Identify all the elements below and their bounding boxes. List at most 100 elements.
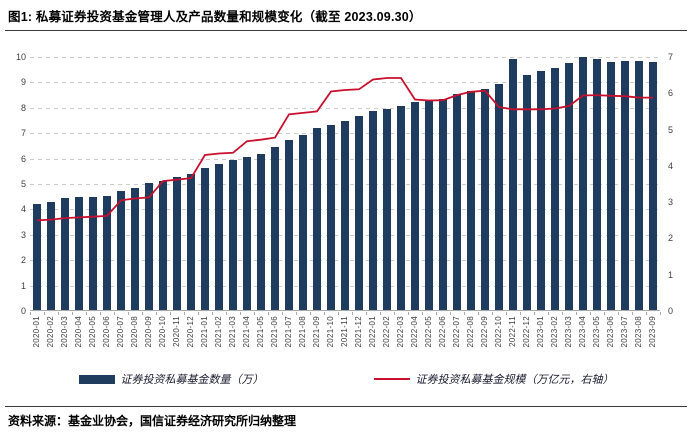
x-axis-tickmark — [310, 312, 311, 315]
x-axis-label: 2020-03 — [60, 316, 69, 348]
footer-divider — [5, 406, 687, 407]
bar — [481, 89, 489, 310]
bar — [537, 71, 545, 310]
left-axis-tick-label: 2 — [20, 255, 26, 266]
scale-line — [36, 77, 653, 222]
legend-label-scale: 证券投资私募基金规模（万亿元，右轴） — [415, 374, 614, 386]
x-axis-tickmark — [436, 312, 437, 315]
source-note: 资料来源：基金业协会，国信证券经济研究所归纳整理 — [8, 414, 297, 428]
bar — [131, 187, 139, 310]
x-axis-label: 2021-12 — [354, 316, 363, 348]
x-axis-tickmark — [58, 312, 59, 315]
bar — [509, 59, 517, 310]
bar — [397, 105, 405, 310]
bar — [383, 109, 391, 310]
figure-title: 图1: 私募证券投资基金管理人及产品数量和规模变化（截至 2023.09.30） — [8, 10, 422, 24]
bar — [649, 62, 657, 310]
x-axis-tickmark — [408, 312, 409, 315]
bar — [341, 120, 349, 310]
bar — [187, 174, 195, 310]
bar — [257, 153, 265, 310]
right-axis-tick-label: 7 — [668, 52, 674, 62]
x-axis-tickmark — [604, 312, 605, 315]
x-axis-label: 2023-04 — [578, 316, 587, 348]
x-axis-label: 2020-04 — [74, 316, 83, 348]
x-axis-label: 2022-08 — [466, 316, 475, 348]
x-axis-label: 2021-08 — [298, 316, 307, 348]
x-axis-label: 2021-03 — [228, 316, 237, 348]
right-axis-tick-label: 1 — [668, 269, 674, 280]
left-axis-tick-label: 5 — [20, 179, 26, 189]
x-axis-tickmark — [86, 312, 87, 315]
bar — [285, 140, 293, 310]
x-axis-label: 2020-05 — [88, 316, 97, 348]
x-axis-tickmark — [128, 312, 129, 315]
left-axis-tick-label: 4 — [20, 204, 26, 215]
x-axis-tickmark — [226, 312, 227, 315]
x-axis-label: 2022-10 — [494, 316, 503, 348]
x-axis-tickmark — [422, 312, 423, 315]
x-axis-tickmark — [198, 312, 199, 315]
x-axis-tickmark — [324, 312, 325, 315]
title-divider — [5, 30, 687, 31]
x-axis-tickmark — [296, 312, 297, 315]
bar — [201, 168, 209, 310]
left-axis-tick-label: 10 — [15, 52, 26, 62]
x-axis-label: 2022-03 — [396, 316, 405, 348]
bar — [173, 176, 181, 310]
x-axis-label: 2023-07 — [620, 316, 629, 348]
x-axis-tickmark — [534, 312, 535, 315]
bar — [355, 115, 363, 310]
x-axis-label: 2020-11 — [172, 316, 181, 347]
x-axis-label: 2022-05 — [424, 316, 433, 348]
left-axis-tick-label: 1 — [20, 280, 26, 291]
x-axis-label: 2020-02 — [46, 316, 55, 348]
x-axis-tickmark — [548, 312, 549, 315]
x-axis-tickmark — [464, 312, 465, 315]
x-axis-tickmark — [632, 312, 633, 315]
bar — [495, 83, 503, 310]
bar — [327, 124, 335, 310]
x-axis-tickmark — [366, 312, 367, 315]
bar — [117, 191, 125, 310]
legend-label-count: 证券投资私募基金数量（万） — [120, 374, 264, 386]
x-axis-tickmark — [380, 312, 381, 315]
right-axis-tick-label: 3 — [668, 197, 674, 208]
scale-line-layer — [36, 77, 653, 222]
x-axis-tickmark — [590, 312, 591, 315]
bar — [145, 183, 153, 310]
left-axis-tick-label: 9 — [20, 77, 26, 88]
x-axis-label: 2021-02 — [214, 316, 223, 348]
bar — [579, 56, 587, 310]
x-axis-tickmark — [268, 312, 269, 315]
x-axis-label: 2022-07 — [452, 316, 461, 348]
chart-legend: 证券投资私募基金数量（万） 证券投资私募基金规模（万亿元，右轴） — [0, 371, 692, 387]
x-axis-label: 2022-12 — [522, 316, 531, 348]
bar — [103, 195, 111, 310]
x-axis-label: 2020-07 — [116, 316, 125, 348]
x-axis-tickmark — [660, 312, 661, 315]
x-axis-tickmark — [114, 312, 115, 315]
x-axis-tickmark — [156, 312, 157, 315]
bar — [593, 59, 601, 310]
x-axis-tickmark — [338, 312, 339, 315]
bar — [271, 146, 279, 310]
x-axis-label: 2020-12 — [186, 316, 195, 348]
bar — [523, 75, 531, 310]
left-axis-tick-label: 8 — [20, 102, 26, 113]
left-axis-tick-label: 7 — [20, 128, 26, 139]
x-axis-tickmark — [254, 312, 255, 315]
x-axis-label: 2022-06 — [438, 316, 447, 348]
bar — [89, 196, 97, 310]
line-swatch-icon — [373, 378, 410, 380]
x-axis-label: 2021-09 — [312, 316, 321, 348]
legend-item-fund-scale: 证券投资私募基金规模（万亿元，右轴） — [373, 371, 614, 387]
bar — [565, 63, 573, 310]
x-axis-tickmark — [492, 312, 493, 315]
x-axis-tickmark — [100, 312, 101, 315]
bar — [635, 61, 643, 310]
gridline — [30, 107, 660, 109]
x-axis-tickmark — [30, 312, 31, 315]
x-axis-tickmark — [646, 312, 647, 315]
